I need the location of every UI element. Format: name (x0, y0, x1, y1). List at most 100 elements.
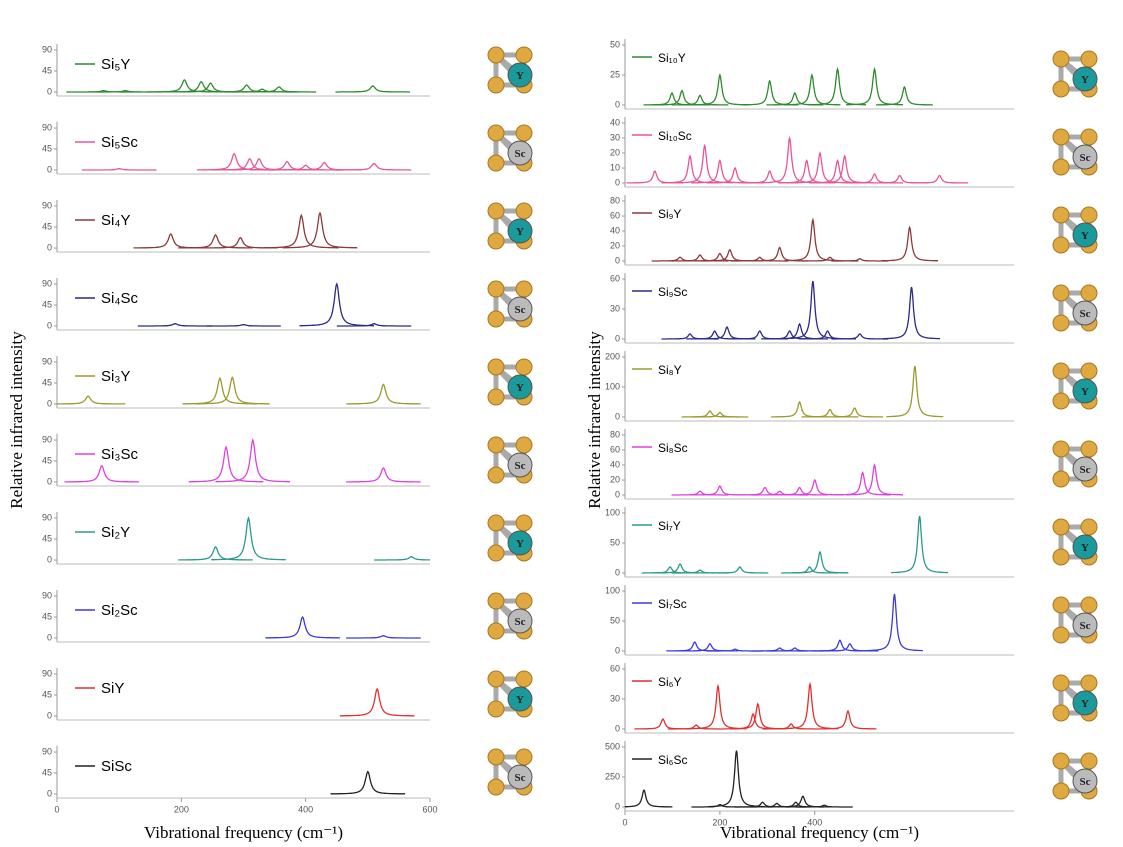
y-tick-label: 200 (605, 351, 620, 361)
peak (682, 411, 739, 417)
y-tick-label: 45 (42, 611, 52, 621)
y-tick-label: 45 (42, 221, 52, 231)
y-tick-label: 90 (42, 512, 52, 522)
y-tick-label: 90 (42, 590, 52, 600)
y-tick-label: 0 (615, 255, 620, 265)
peak (911, 176, 968, 183)
y-tick-label: 20 (610, 240, 620, 250)
y-tick-label: 45 (42, 65, 52, 75)
y-tick-label: 20 (610, 474, 620, 484)
peak (886, 366, 943, 417)
si-atom (488, 467, 504, 483)
x-tick-label: 0 (622, 817, 627, 827)
peak (189, 447, 264, 482)
si-atom (488, 593, 504, 609)
peak (690, 686, 747, 729)
atom-label: Sc (515, 148, 526, 160)
y-tick-label: 30 (610, 693, 620, 703)
peak (626, 171, 683, 183)
atom-label: Y (516, 226, 524, 238)
peak (635, 719, 692, 729)
atom-label: Sc (1080, 620, 1091, 632)
peak (751, 248, 808, 261)
peak (741, 81, 798, 105)
atom-label: Sc (1080, 152, 1091, 164)
si-atom (488, 671, 504, 687)
peak (337, 164, 412, 171)
legend-label: Si₄Sc (101, 290, 138, 307)
y-tick-label: 45 (42, 767, 52, 777)
atom-label: Y (1081, 74, 1089, 86)
si-atom (1081, 597, 1097, 613)
si-atom (1081, 129, 1097, 145)
si-atom (488, 623, 504, 639)
peak (346, 636, 421, 638)
si-atom (1053, 363, 1069, 379)
x-axis-title: Vibrational frequency (cm⁻¹) (144, 823, 343, 842)
si-atom (1081, 519, 1097, 535)
si-atom (1081, 207, 1097, 223)
legend-label: Si₉Y (658, 207, 681, 221)
y-tick-label: 90 (42, 668, 52, 678)
peak (340, 689, 415, 716)
legend-label: Si₂Sc (101, 602, 138, 619)
y-tick-label: 45 (42, 533, 52, 543)
peak (346, 468, 421, 482)
peak (691, 486, 748, 495)
peak (82, 169, 157, 170)
y-tick-label: 50 (610, 537, 620, 547)
peak (834, 473, 891, 495)
peak (741, 171, 798, 183)
y-tick-label: 0 (615, 411, 620, 421)
legend-label: Si₃Y (101, 368, 130, 385)
y-tick-label: 30 (610, 132, 620, 142)
si-atom (1053, 51, 1069, 67)
si-atom (488, 281, 504, 297)
y-axis-title: Relative infrared intensity (585, 331, 604, 509)
si-atom (1053, 129, 1069, 145)
y-tick-label: 0 (47, 398, 52, 408)
si-atom (1081, 675, 1097, 691)
legend-label: Si₄Y (101, 212, 130, 229)
peak (206, 325, 281, 326)
si-atom (516, 125, 532, 141)
legend-label: Si₁₀Sc (658, 129, 692, 143)
peak (701, 250, 758, 261)
si-atom (1081, 285, 1097, 301)
atom-label: Sc (1080, 776, 1091, 788)
y-tick-label: 0 (615, 489, 620, 499)
si-atom (516, 437, 532, 453)
peak (65, 466, 140, 482)
legend-label: Si₇Sc (658, 597, 687, 611)
si-atom (488, 47, 504, 63)
atom-label: Y (1081, 542, 1089, 554)
figure: 04590Si₅YY04590Si₅ScSc04590Si₄YY04590Si₄… (0, 0, 1123, 847)
y-tick-label: 100 (605, 585, 620, 595)
y-tick-label: 50 (610, 615, 620, 625)
peak (784, 220, 841, 261)
atom-label: Y (1081, 230, 1089, 242)
si-atom (1081, 441, 1097, 457)
si-atom (488, 311, 504, 327)
si-atom (1053, 627, 1069, 643)
legend-label: Si₉Sc (658, 285, 687, 299)
si-atom (488, 779, 504, 795)
peak (211, 518, 286, 560)
peak (786, 480, 843, 495)
y-tick-label: 0 (47, 86, 52, 96)
y-tick-label: 90 (42, 434, 52, 444)
atom-label: Sc (515, 304, 526, 316)
y-tick-label: 40 (610, 459, 620, 469)
si-atom (1053, 519, 1069, 535)
page: 04590Si₅YY04590Si₅ScSc04590Si₄YY04590Si₄… (0, 0, 1123, 847)
peak (831, 259, 888, 261)
peak (138, 324, 213, 326)
si-atom (1053, 81, 1069, 97)
si-atom (1053, 549, 1069, 565)
y-tick-label: 0 (615, 723, 620, 733)
y-tick-label: 90 (42, 200, 52, 210)
y-tick-label: 90 (42, 278, 52, 288)
y-tick-label: 20 (610, 147, 620, 157)
atom-label: Y (516, 70, 524, 82)
legend-label: Si₈Y (658, 363, 682, 377)
